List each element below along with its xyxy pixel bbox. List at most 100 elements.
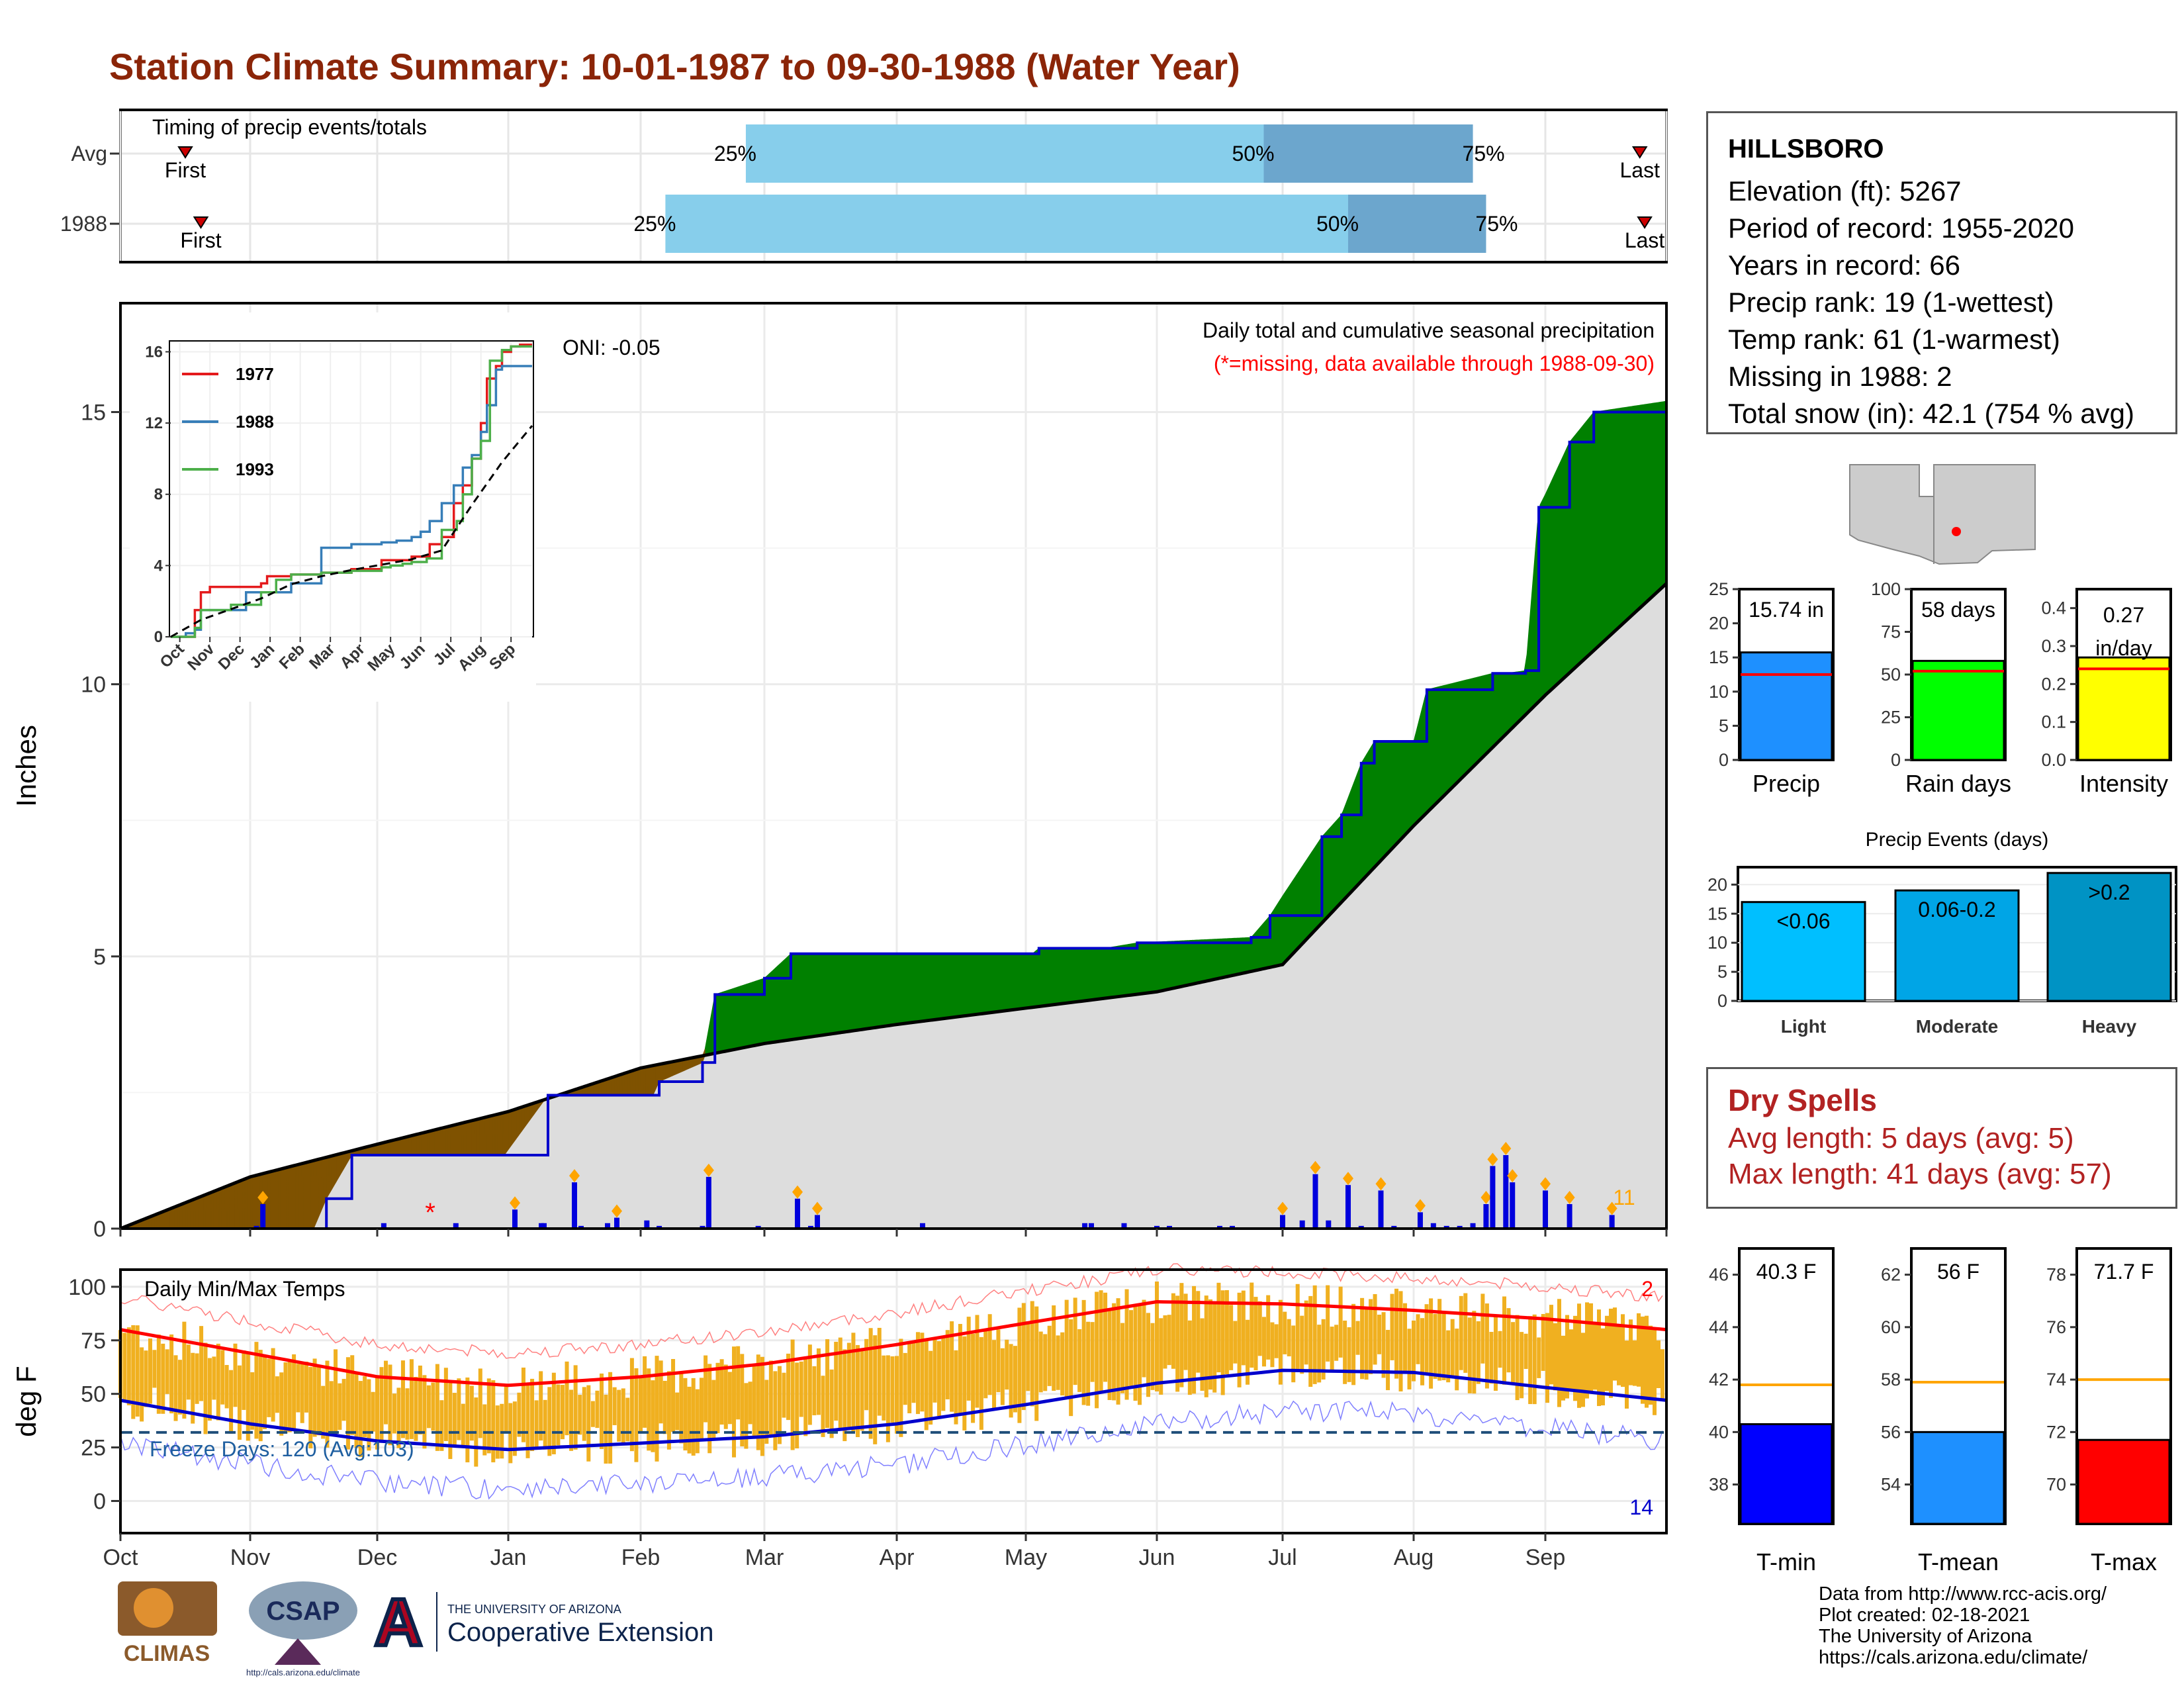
summary-bar-T-max: [2077, 1438, 2171, 1525]
daily-temp-bar: [1390, 1293, 1394, 1360]
daily-temp-bar: [851, 1333, 856, 1432]
daily-temp-bar: [715, 1362, 720, 1434]
daily-temp-bar: [1386, 1330, 1390, 1391]
summary-y-tick-label: 54: [1881, 1475, 1901, 1495]
daily-temp-bar: [1553, 1323, 1557, 1391]
daily-temp-bar: [1278, 1299, 1283, 1385]
daily-temp-bar: [1369, 1299, 1373, 1374]
daily-temp-bar: [647, 1368, 651, 1451]
snow-diamond-marker: [510, 1196, 520, 1210]
daily-precip-bar: [705, 1176, 711, 1229]
summary-y-tick-label: 72: [2046, 1422, 2066, 1442]
timing-row-label: 1988: [60, 212, 107, 236]
summary-bar-Rain days: [1911, 659, 2005, 761]
daily-temp-bar: [341, 1379, 346, 1421]
daily-precip-bar: [1443, 1225, 1449, 1229]
daily-temp-bar: [569, 1389, 574, 1451]
climo-area: [120, 583, 1666, 1229]
daily-temp-bar: [1625, 1340, 1629, 1409]
daily-temp-bar: [1013, 1346, 1018, 1413]
daily-temp-bar: [517, 1392, 522, 1437]
daily-temp-bar: [1321, 1319, 1326, 1380]
daily-temp-bar: [936, 1341, 941, 1416]
record-low-line: [120, 1400, 1663, 1500]
daily-temp-bar: [1593, 1323, 1597, 1390]
snow-diamond-marker: [1277, 1201, 1288, 1215]
daily-temp-bar: [1532, 1314, 1537, 1405]
daily-temp-bar: [604, 1394, 608, 1464]
daily-temp-bar: [1429, 1298, 1433, 1389]
snow-diamond-marker: [792, 1185, 803, 1199]
first-marker: [177, 146, 193, 159]
daily-temp-bar: [1183, 1293, 1188, 1370]
daily-precip-bar: [808, 1225, 813, 1229]
daily-temp-bar: [666, 1371, 671, 1450]
avg-max-line: [120, 1300, 1667, 1387]
daily-temp-bar: [478, 1368, 482, 1438]
daily-temp-bar: [979, 1336, 983, 1430]
daily-temp-bar: [929, 1350, 933, 1425]
daily-precip-bar: [1230, 1225, 1235, 1229]
daily-temp-bar: [1030, 1301, 1034, 1407]
daily-temp-bar: [448, 1383, 453, 1460]
station-elevation: Elevation (ft): 5267: [1728, 175, 1962, 207]
daily-temp-bar: [687, 1386, 692, 1454]
daily-precip-bar: [1391, 1225, 1397, 1229]
daily-temp-bar: [1270, 1322, 1275, 1368]
daily-temp-bar: [271, 1348, 275, 1422]
daily-temp-bar: [945, 1330, 950, 1399]
daily-precip-bar: [1609, 1215, 1615, 1229]
daily-precip-bar: [1358, 1225, 1364, 1229]
daily-temp-bar: [1605, 1315, 1609, 1391]
dry-spells-max: Max length: 41 days (avg: 57): [1728, 1158, 2112, 1190]
daily-temp-bar: [1524, 1333, 1528, 1370]
daily-temp-bar: [308, 1366, 313, 1449]
daily-temp-bar: [1549, 1305, 1553, 1385]
daily-temp-bar: [829, 1369, 834, 1438]
daily-precip-bar: [381, 1223, 387, 1229]
precip-count-label: 11: [1613, 1186, 1635, 1209]
daily-precip-bar: [700, 1225, 705, 1229]
daily-temp-bar: [807, 1344, 812, 1425]
daily-temp-bar: [617, 1389, 621, 1442]
daily-temp-bar: [1120, 1323, 1125, 1393]
snow-diamond-marker: [569, 1169, 580, 1183]
daily-temp-bar: [144, 1350, 148, 1407]
daily-temp-bar: [933, 1337, 937, 1403]
daily-precip-bar: [1470, 1223, 1476, 1229]
daily-temp-bar: [679, 1374, 684, 1444]
daily-temp-bar: [983, 1331, 988, 1399]
daily-temp-bar: [1179, 1283, 1184, 1387]
daily-temp-bar: [556, 1384, 561, 1446]
daily-temp-bar: [435, 1364, 439, 1451]
temp-frame: [119, 1268, 1668, 1534]
daily-temp-bar: [237, 1365, 242, 1440]
daily-temp-bar: [422, 1375, 427, 1449]
daily-temp-bar: [752, 1366, 756, 1436]
daily-temp-bar: [1241, 1290, 1246, 1366]
station-period: Period of record: 1955-2020: [1728, 212, 2075, 244]
snow-diamond-marker: [1310, 1160, 1321, 1174]
daily-temp-bar: [1407, 1329, 1412, 1389]
events-bar-label: >0.2: [2088, 880, 2130, 904]
daily-temp-bar: [1613, 1307, 1617, 1381]
daily-temp-bar: [1150, 1323, 1155, 1390]
daily-temp-bar: [539, 1371, 543, 1441]
daily-temp-bar: [1433, 1313, 1437, 1379]
snow-diamond-marker: [1414, 1199, 1426, 1213]
daily-temp-bar: [975, 1315, 979, 1408]
daily-temp-bar: [1116, 1298, 1120, 1405]
daily-temp-bar: [621, 1388, 625, 1445]
daily-temp-bar: [803, 1357, 808, 1436]
daily-temp-bar: [246, 1352, 250, 1441]
station-temp-rank: Temp rank: 61 (1-warmest): [1728, 324, 2060, 355]
precip-daily-bars: [253, 1141, 1617, 1229]
daily-temp-bar: [748, 1382, 752, 1425]
daily-temp-bar: [1312, 1285, 1317, 1384]
daily-temp-bar: [300, 1362, 304, 1423]
daily-temp-bar: [1317, 1325, 1322, 1383]
daily-temp-bar: [242, 1350, 246, 1410]
daily-temp-bar: [1601, 1328, 1605, 1406]
